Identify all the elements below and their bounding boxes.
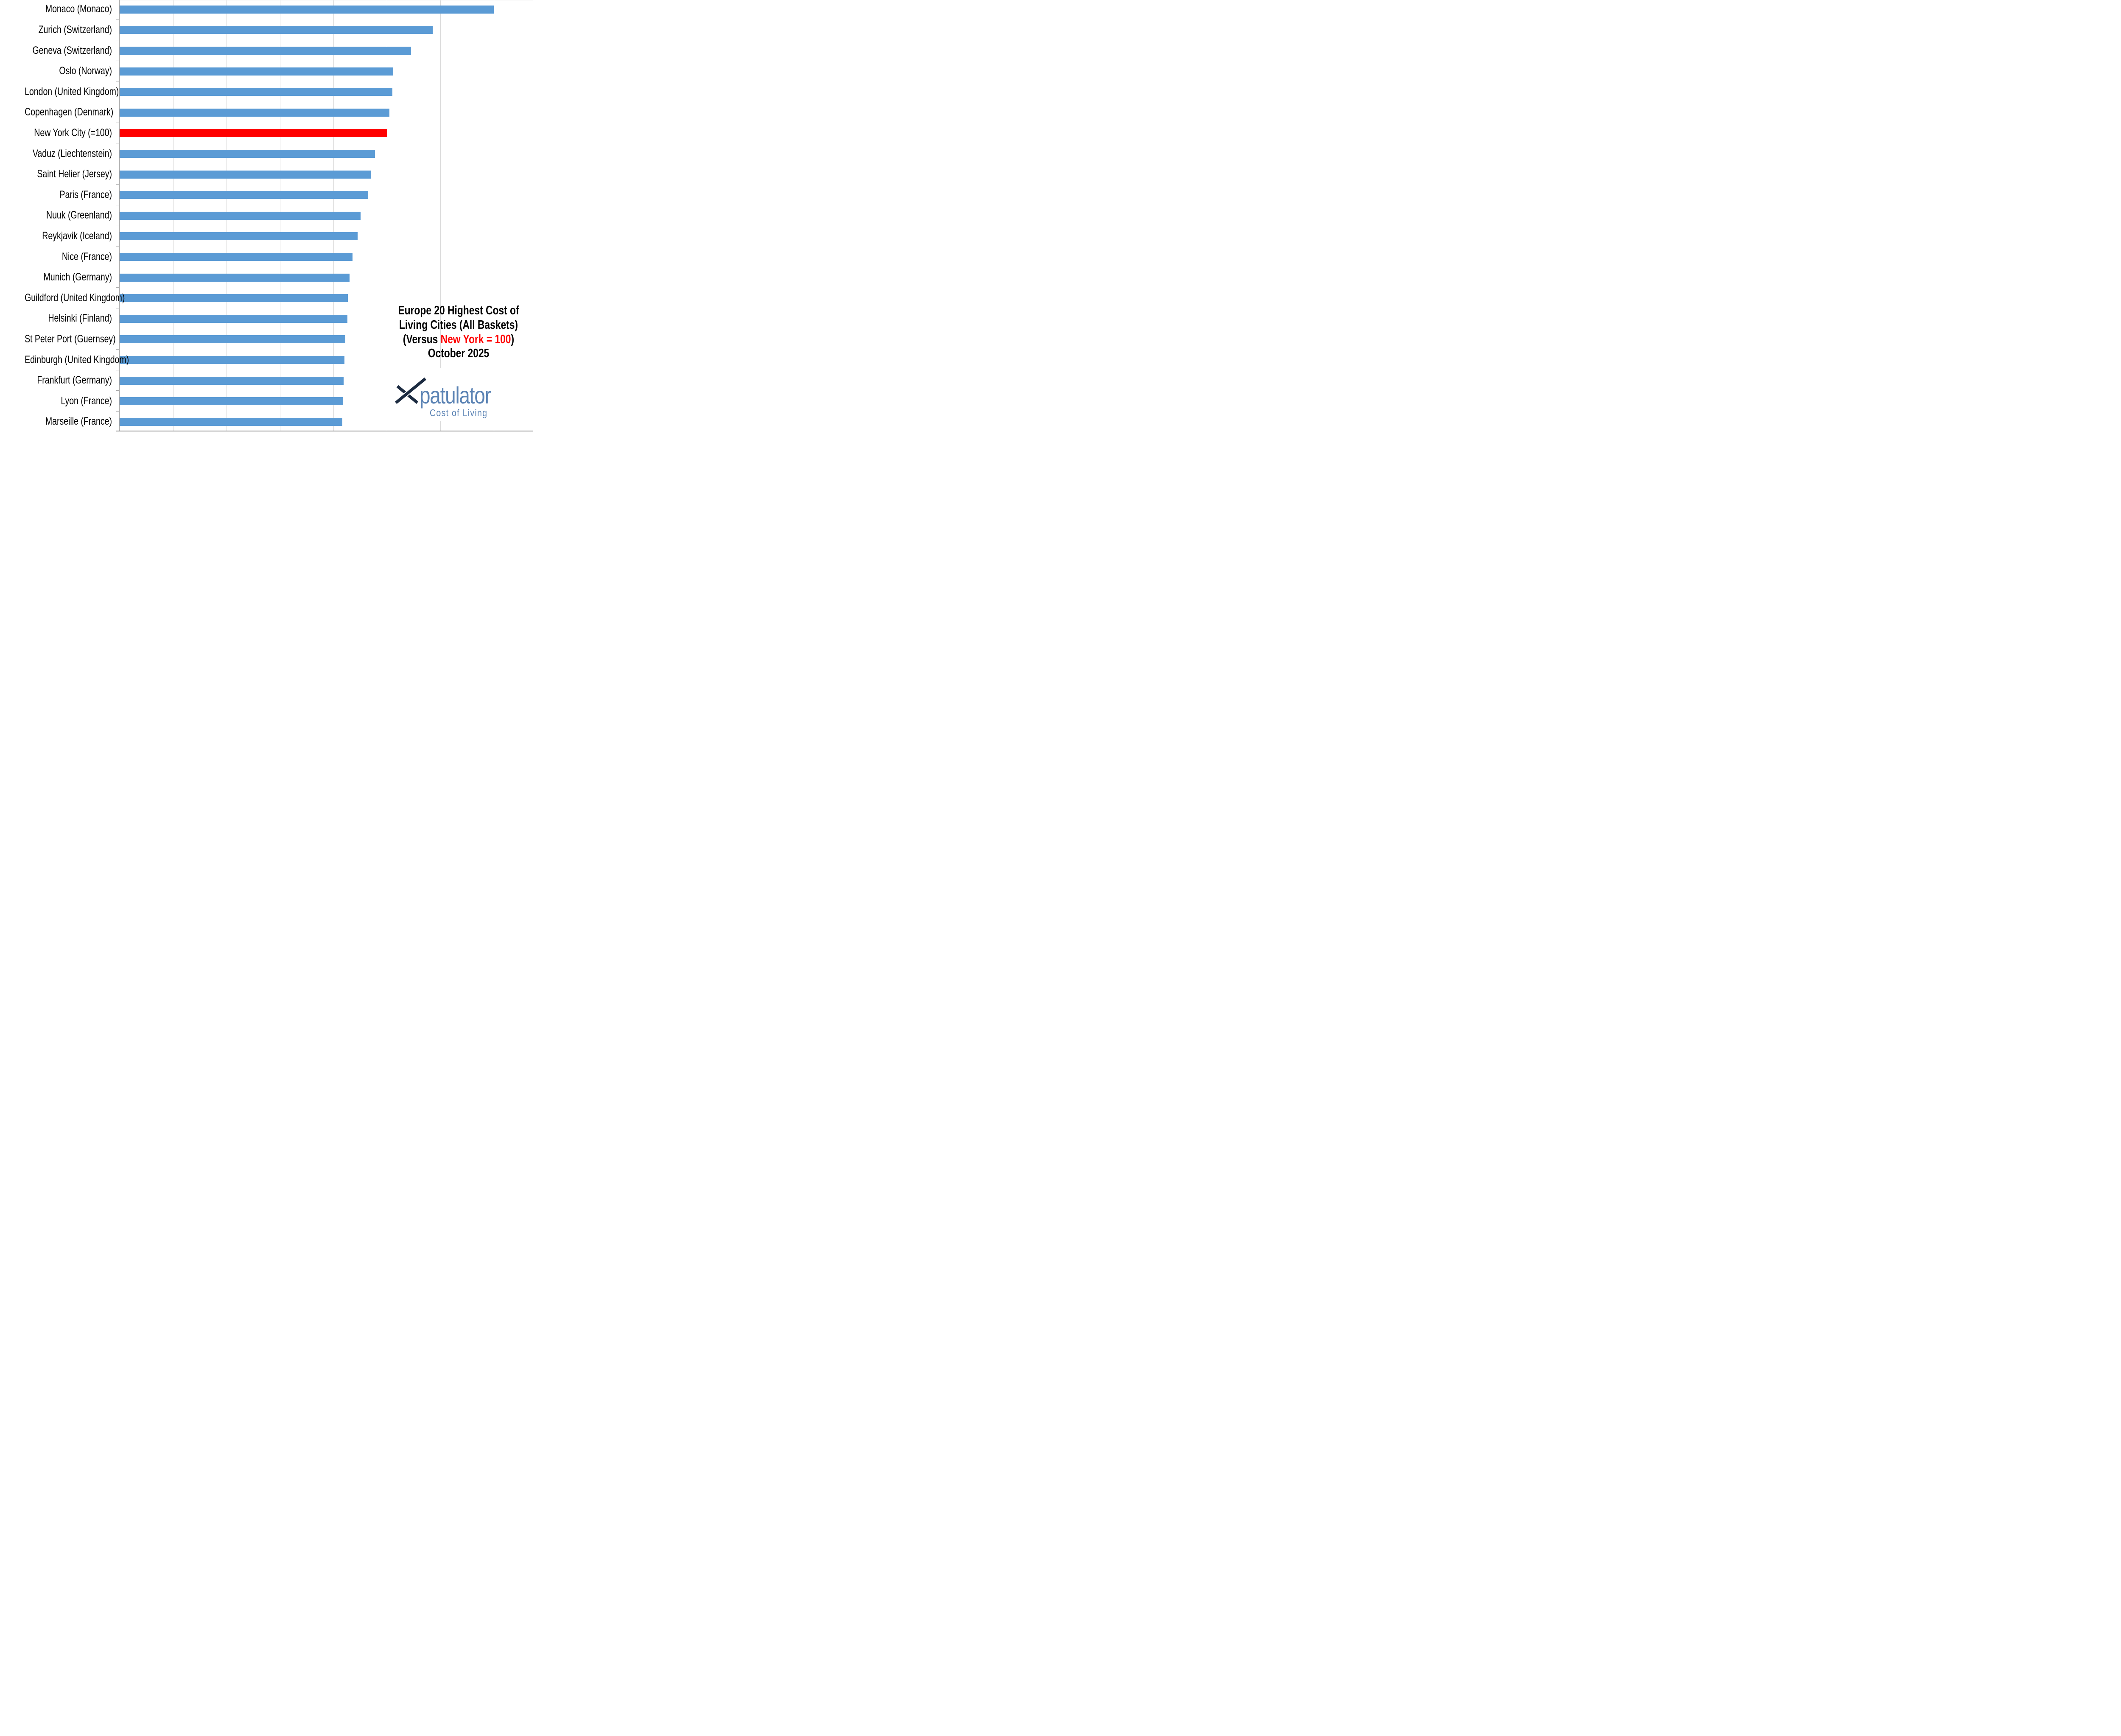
y-axis-tick <box>116 349 120 350</box>
bar <box>120 108 390 117</box>
y-axis-label: Edinburgh (United Kingdom) <box>25 353 129 366</box>
y-axis-tick <box>116 411 120 412</box>
y-axis-tick <box>116 184 120 185</box>
y-axis-label: Guildford (United Kingdom) <box>25 291 125 304</box>
bar <box>120 88 393 96</box>
y-axis-label: Oslo (Norway) <box>59 65 112 77</box>
y-axis-label: Munich (Germany) <box>43 271 112 283</box>
y-axis-label: Helsinki (Finland) <box>48 312 112 325</box>
plot-area <box>120 0 533 431</box>
logo-tagline: Cost of Living <box>430 407 488 418</box>
bar <box>120 67 393 76</box>
y-axis-label: Vaduz (Liechtenstein) <box>32 147 112 160</box>
bar <box>120 376 344 385</box>
bar <box>120 314 348 323</box>
bar <box>120 294 348 302</box>
y-axis-line <box>119 0 120 431</box>
bar <box>120 26 433 34</box>
bar <box>120 211 361 220</box>
bar <box>120 397 344 406</box>
bar <box>120 5 494 14</box>
bar <box>120 170 372 179</box>
y-axis-label: Nice (France) <box>62 250 112 263</box>
chart-title-text: Europe 20 Highest Cost of Living Cities … <box>395 304 522 361</box>
bar <box>120 335 345 344</box>
title-line-1: Europe 20 Highest Cost of <box>398 304 519 317</box>
y-axis-tick <box>116 287 120 288</box>
bar <box>120 356 345 364</box>
chart-title: Europe 20 Highest Cost of Living Cities … <box>380 304 533 361</box>
y-axis-label: Monaco (Monaco) <box>45 3 112 15</box>
bar <box>120 232 358 241</box>
title-line-3-prefix: (Versus <box>403 332 441 346</box>
y-axis-label: Geneva (Switzerland) <box>32 44 112 56</box>
logo-brand-text: patulator <box>420 382 491 409</box>
bar <box>120 47 411 55</box>
y-axis-label: London (United Kingdom) <box>25 85 119 98</box>
bar <box>120 273 350 282</box>
bar <box>120 191 369 199</box>
title-line-3-suffix: ) <box>511 332 515 346</box>
xpatulator-logo: patulator Cost of Living <box>384 368 533 421</box>
y-axis-label: Frankfurt (Germany) <box>37 374 112 386</box>
y-axis-label: Reykjavik (Iceland) <box>42 230 112 242</box>
y-axis-label: Marseille (France) <box>45 415 112 428</box>
y-axis-label: Paris (France) <box>59 188 112 201</box>
title-line-4: October 2025 <box>428 347 490 361</box>
title-line-3: (Versus New York = 100) <box>395 333 522 347</box>
bar <box>120 150 375 158</box>
title-line-2: Living Cities (All Baskets) <box>399 318 518 332</box>
y-axis-label: Zurich (Switzerland) <box>38 23 112 36</box>
bar-highlight-new-york <box>120 129 387 137</box>
y-axis-label: New York City (=100) <box>34 126 112 139</box>
y-axis-label: Lyon (France) <box>61 395 112 407</box>
y-axis-label: St Peter Port (Guernsey) <box>25 333 116 345</box>
y-axis-label: Nuuk (Greenland) <box>46 209 112 221</box>
y-axis-label: Copenhagen (Denmark) <box>25 106 114 118</box>
title-highlight-new-york: New York = 100 <box>440 332 511 346</box>
chart-canvas: Monaco (Monaco) Zurich (Switzerland) Genev… <box>0 0 533 434</box>
gridline-x-120 <box>440 0 441 431</box>
bar <box>120 417 343 426</box>
y-axis-label: Saint Helier (Jersey) <box>37 168 112 180</box>
y-axis-tick <box>116 390 120 391</box>
bar <box>120 253 353 261</box>
